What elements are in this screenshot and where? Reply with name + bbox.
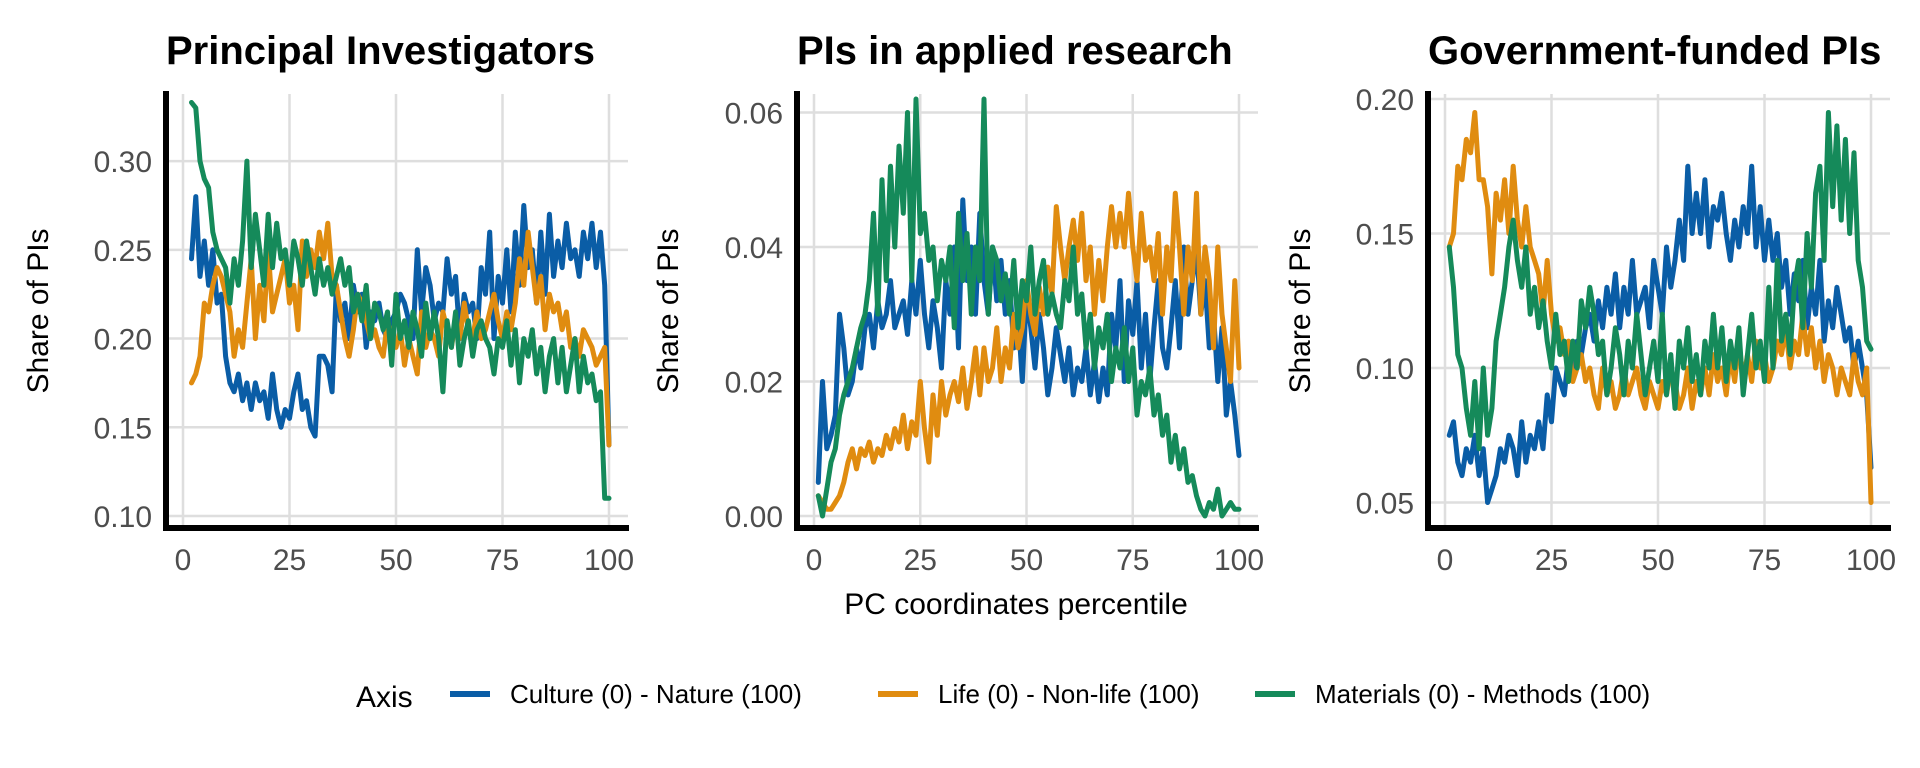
x-tick-label: 100 xyxy=(1214,544,1264,577)
x-tick-label: 75 xyxy=(1116,544,1149,577)
x-tick-label: 50 xyxy=(1641,544,1674,577)
panels: Principal Investigators 0 25 50 75 100 0.10 0.1… xyxy=(22,29,1896,577)
panel-1: Principal Investigators 0 25 50 75 100 0.10 0.1… xyxy=(22,29,634,577)
y-tick-label: 0.10 xyxy=(1356,353,1414,386)
y-tick-label: 0.06 xyxy=(725,97,783,130)
gridlines xyxy=(166,94,628,528)
x-tick-label: 0 xyxy=(1437,544,1454,577)
legend-title: Axis xyxy=(356,681,413,714)
x-tick-label: 25 xyxy=(904,544,937,577)
x-tick-label: 100 xyxy=(584,544,634,577)
series-line-materials-0-methods-100 xyxy=(815,96,1242,519)
legend-item-materials-0-methods-100: Materials (0) - Methods (100) xyxy=(1255,679,1650,709)
legend: Axis Culture (0) - Nature (100) Life (0) … xyxy=(356,679,1650,714)
series-line-life-0-non-life-100 xyxy=(1446,110,1874,505)
panel-2: PIs in applied research 0 25 50 75 100 0.00 0.0… xyxy=(652,29,1264,577)
y-axis-title: Share of PIs xyxy=(652,228,685,393)
y-tick-label: 0.25 xyxy=(94,235,152,268)
x-tick-label: 100 xyxy=(1846,544,1896,577)
x-tick-label: 75 xyxy=(486,544,519,577)
y-tick-label: 0.05 xyxy=(1356,488,1414,521)
y-tick-label: 0.30 xyxy=(94,146,152,179)
y-tick-label: 0.20 xyxy=(1356,84,1414,117)
y-tick-label: 0.20 xyxy=(94,324,152,357)
x-tick-label: 0 xyxy=(175,544,192,577)
y-tick-label: 0.02 xyxy=(725,366,783,399)
y-tick-label: 0.00 xyxy=(725,501,783,534)
x-tick-label: 0 xyxy=(806,544,823,577)
x-tick-label: 50 xyxy=(1010,544,1043,577)
series-line-materials-0-methods-100 xyxy=(189,100,612,501)
x-tick-label: 25 xyxy=(273,544,306,577)
legend-label: Culture (0) - Nature (100) xyxy=(510,679,802,709)
y-axis-title: Share of PIs xyxy=(22,228,55,393)
x-tick-label: 50 xyxy=(379,544,412,577)
y-tick-label: 0.04 xyxy=(725,232,783,265)
panel-3: Government-funded PIs 0 25 50 75 100 0.05 0.10 0… xyxy=(1284,29,1896,577)
legend-item-culture-0-nature-100: Culture (0) - Nature (100) xyxy=(450,679,802,709)
shared-x-axis-title: PC coordinates percentile xyxy=(844,588,1188,621)
legend-item-life-0-non-life-100: Life (0) - Non-life (100) xyxy=(878,679,1200,709)
y-tick-label: 0.15 xyxy=(94,412,152,445)
y-tick-label: 0.10 xyxy=(94,501,152,534)
panel-title: PIs in applied research xyxy=(797,29,1233,73)
series-line-materials-0-methods-100 xyxy=(1446,110,1874,452)
series-line-culture-0-nature-100 xyxy=(189,194,612,448)
y-tick-label: 0.15 xyxy=(1356,219,1414,252)
panel-title: Principal Investigators xyxy=(166,29,595,73)
legend-label: Materials (0) - Methods (100) xyxy=(1315,679,1650,709)
x-tick-label: 25 xyxy=(1535,544,1568,577)
panel-title: Government-funded PIs xyxy=(1428,29,1881,73)
x-tick-label: 75 xyxy=(1748,544,1781,577)
legend-label: Life (0) - Non-life (100) xyxy=(938,679,1200,709)
y-axis-title: Share of PIs xyxy=(1284,228,1317,393)
